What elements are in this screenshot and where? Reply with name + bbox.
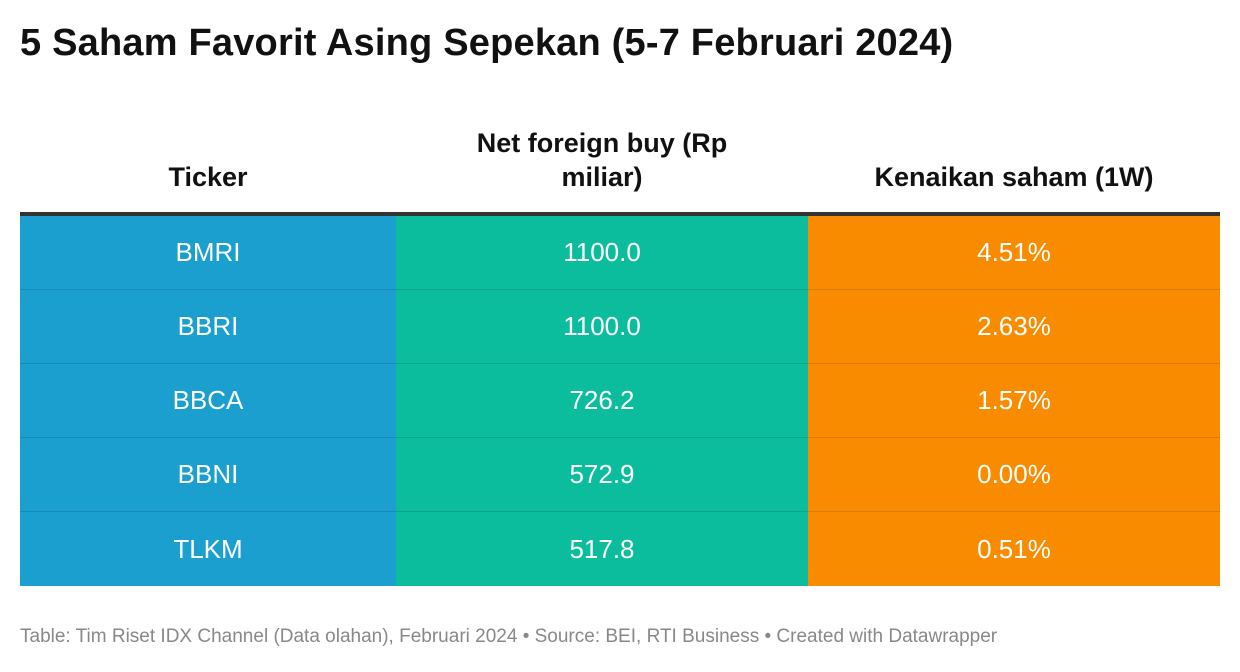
table-row: BMRI 1100.0 4.51% xyxy=(20,216,1220,290)
data-table: Ticker Net foreign buy (Rp miliar) Kenai… xyxy=(20,120,1220,586)
kenaikan-saham-cell: 1.57% xyxy=(808,364,1220,438)
ticker-cell: BBNI xyxy=(20,438,396,512)
ticker-cell: BBCA xyxy=(20,364,396,438)
table-row: BBCA 726.2 1.57% xyxy=(20,364,1220,438)
kenaikan-saham-cell: 0.51% xyxy=(808,512,1220,586)
table-row: TLKM 517.8 0.51% xyxy=(20,512,1220,586)
kenaikan-saham-cell: 2.63% xyxy=(808,290,1220,364)
net-foreign-buy-cell: 517.8 xyxy=(396,512,808,586)
net-foreign-buy-cell: 572.9 xyxy=(396,438,808,512)
table-header-row: Ticker Net foreign buy (Rp miliar) Kenai… xyxy=(20,120,1220,216)
table-row: BBNI 572.9 0.00% xyxy=(20,438,1220,512)
column-header-net-foreign-buy[interactable]: Net foreign buy (Rp miliar) xyxy=(476,128,728,192)
kenaikan-saham-cell: 4.51% xyxy=(808,216,1220,290)
net-foreign-buy-cell: 1100.0 xyxy=(396,290,808,364)
net-foreign-buy-cell: 726.2 xyxy=(396,364,808,438)
kenaikan-saham-cell: 0.00% xyxy=(808,438,1220,512)
ticker-cell: BBRI xyxy=(20,290,396,364)
table-row: BBRI 1100.0 2.63% xyxy=(20,290,1220,364)
net-foreign-buy-cell: 1100.0 xyxy=(396,216,808,290)
column-header-kenaikan-saham[interactable]: Kenaikan saham (1W) xyxy=(874,162,1154,192)
chart-title: 5 Saham Favorit Asing Sepekan (5-7 Febru… xyxy=(20,22,954,64)
ticker-cell: TLKM xyxy=(20,512,396,586)
table-footer-credits: Table: Tim Riset IDX Channel (Data olaha… xyxy=(20,626,998,647)
column-header-ticker[interactable]: Ticker xyxy=(168,162,248,192)
ticker-cell: BMRI xyxy=(20,216,396,290)
table-body: BMRI 1100.0 4.51% BBRI 1100.0 2.63% BBCA 726.2 1… xyxy=(20,216,1220,586)
